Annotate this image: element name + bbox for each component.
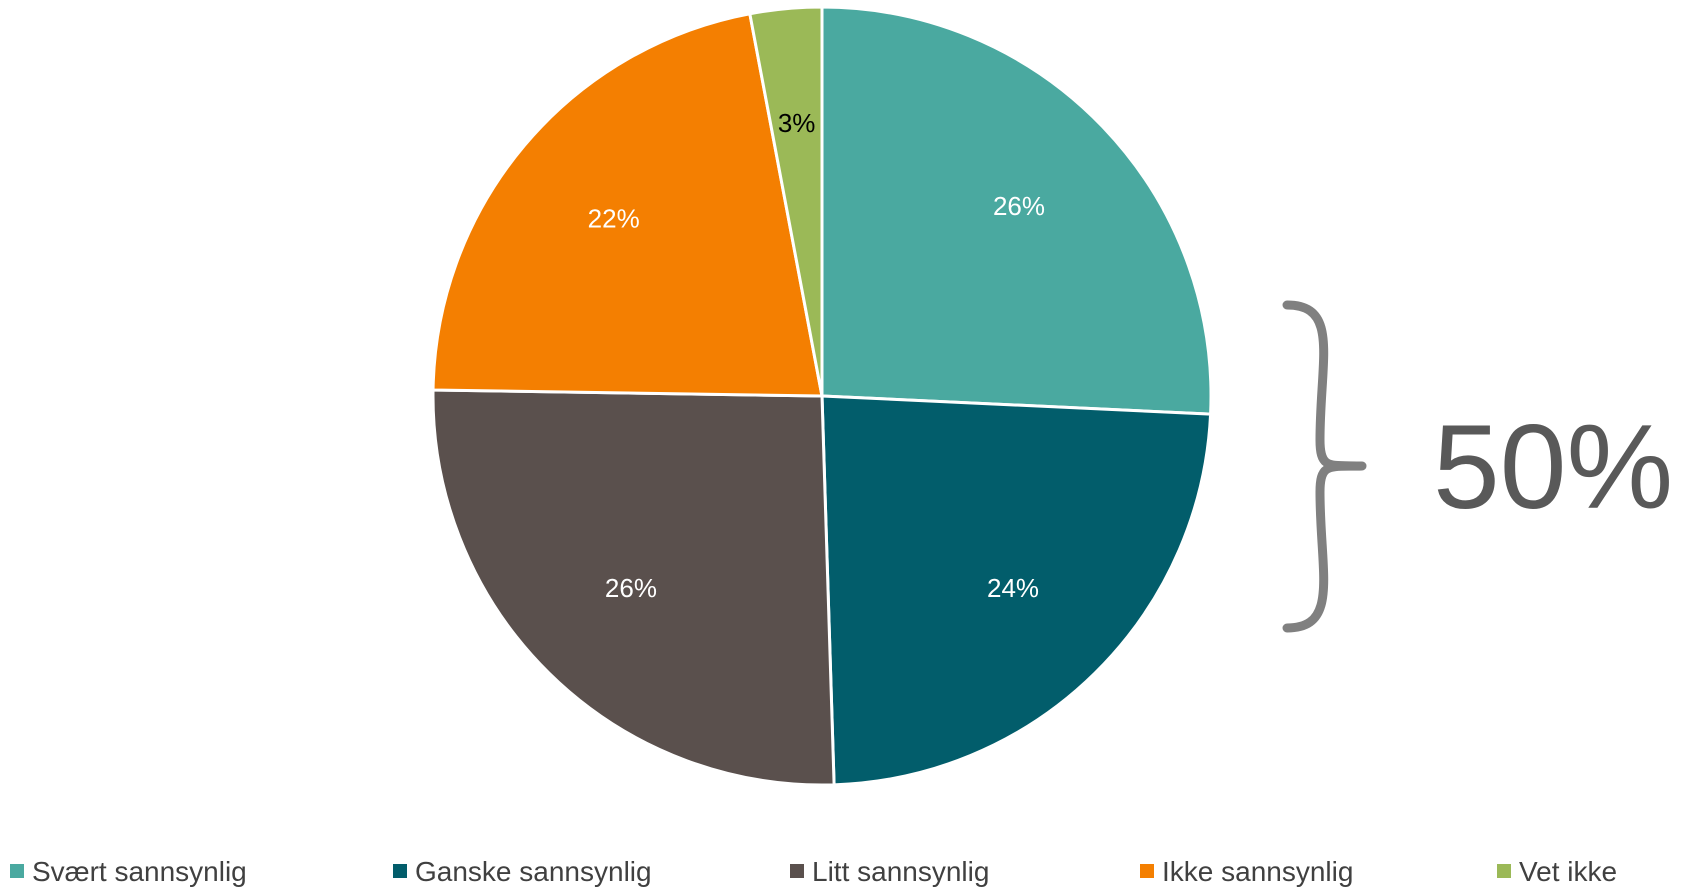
pie-slice-ganske-sannsynlig: [820, 394, 1213, 787]
data-label-litt-sannsynlig: 26%: [605, 573, 657, 603]
pie-slice-vet-ikke: [748, 5, 824, 398]
data-label-ikke-sannsynlig: 22%: [588, 203, 640, 233]
pie-slice-ikke-sannsynlig: [431, 12, 824, 398]
legend-swatch-vet-ikke: [1497, 864, 1511, 878]
annotation-total-label: 50%: [1433, 400, 1673, 534]
pie-slice-sv-rt-sannsynlig: [820, 5, 1213, 416]
legend-label-vet-ikke: Vet ikke: [1519, 856, 1617, 887]
legend-swatch-ganske-sannsynlig: [393, 864, 407, 878]
legend-swatch-sv-rt-sannsynlig: [10, 864, 24, 878]
data-label-ganske-sannsynlig: 24%: [987, 573, 1039, 603]
pie-data-labels: 26% 24% 26% 22% 3%: [588, 108, 1045, 603]
legend-swatch-ikke-sannsynlig: [1140, 864, 1154, 878]
legend: Svært sannsynlig Ganske sannsynlig Litt sa…: [10, 856, 1617, 887]
legend-label-sv-rt-sannsynlig: Svært sannsynlig: [32, 856, 247, 887]
curly-brace-icon: [1282, 300, 1367, 633]
legend-swatch-litt-sannsynlig: [790, 864, 804, 878]
pie-slice-litt-sannsynlig: [431, 388, 836, 787]
data-label-sv-rt-sannsynlig: 26%: [993, 191, 1045, 221]
fifty-percent-annotation: 50%: [1282, 300, 1673, 633]
data-label-vet-ikke: 3%: [778, 108, 816, 138]
legend-label-ikke-sannsynlig: Ikke sannsynlig: [1162, 856, 1353, 887]
legend-label-ganske-sannsynlig: Ganske sannsynlig: [415, 856, 652, 887]
legend-label-litt-sannsynlig: Litt sannsynlig: [812, 856, 989, 887]
pie-slices: [431, 5, 1213, 787]
